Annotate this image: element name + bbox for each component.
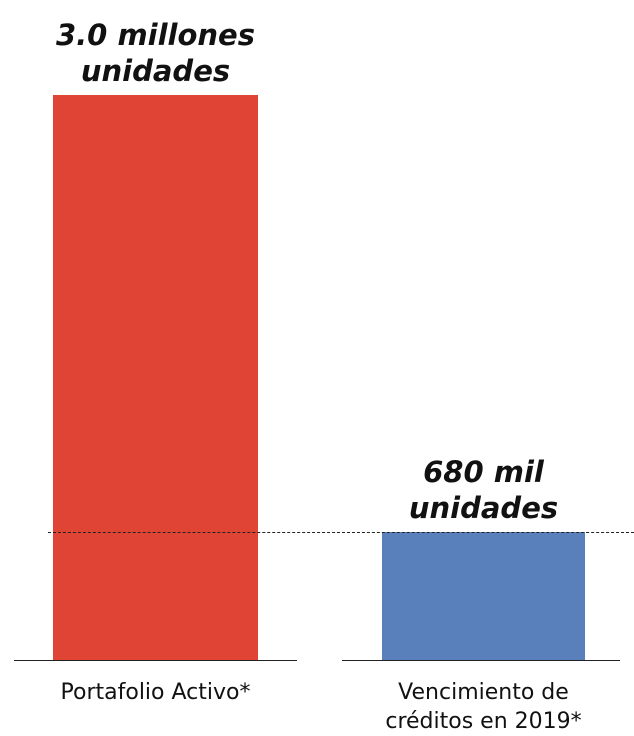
value-label: 3.0 millones unidades [55,18,255,88]
category-label: Vencimiento de créditos en 2019* [385,680,582,734]
baseline [14,660,297,661]
reference-line [48,531,634,533]
category-label: Portafolio Activo* [60,680,251,705]
value-label: 680 mil unidades [408,454,559,525]
bar [53,95,258,660]
bar [382,531,585,660]
baseline [342,660,620,661]
